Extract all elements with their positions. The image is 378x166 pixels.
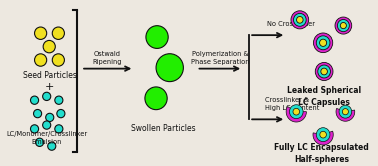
Polygon shape	[336, 108, 355, 121]
Ellipse shape	[320, 131, 327, 138]
Text: No Crosslinker: No Crosslinker	[267, 21, 315, 27]
Ellipse shape	[293, 108, 300, 115]
Ellipse shape	[34, 54, 47, 66]
Ellipse shape	[156, 54, 183, 82]
Text: Polymerization &
Phase Separation: Polymerization & Phase Separation	[191, 51, 249, 65]
Ellipse shape	[339, 105, 352, 118]
Ellipse shape	[52, 54, 64, 66]
Ellipse shape	[31, 125, 39, 133]
Text: +: +	[45, 82, 54, 92]
Ellipse shape	[340, 22, 346, 29]
Ellipse shape	[43, 92, 51, 100]
Text: Swollen Particles: Swollen Particles	[131, 124, 195, 133]
Text: Crosslinker &
High LC Content: Crosslinker & High LC Content	[265, 97, 320, 111]
Ellipse shape	[293, 13, 306, 26]
Ellipse shape	[316, 128, 330, 142]
Ellipse shape	[46, 113, 54, 122]
Ellipse shape	[316, 36, 330, 50]
Text: LC/Monomer/Crosslinker
Emulsion: LC/Monomer/Crosslinker Emulsion	[6, 131, 87, 145]
Ellipse shape	[335, 17, 352, 34]
Ellipse shape	[55, 96, 63, 104]
Ellipse shape	[34, 27, 47, 40]
Polygon shape	[286, 107, 307, 122]
Ellipse shape	[43, 121, 51, 129]
Text: Leaked Spherical
LC Capsules: Leaked Spherical LC Capsules	[287, 86, 361, 107]
Ellipse shape	[48, 142, 56, 150]
Ellipse shape	[146, 26, 168, 48]
Text: Seed Particles: Seed Particles	[23, 71, 77, 80]
Ellipse shape	[36, 138, 44, 146]
Ellipse shape	[52, 27, 64, 40]
Ellipse shape	[315, 62, 333, 81]
Ellipse shape	[296, 16, 303, 23]
Ellipse shape	[34, 109, 42, 118]
Ellipse shape	[290, 105, 303, 119]
Polygon shape	[313, 131, 333, 145]
Ellipse shape	[319, 39, 327, 46]
Ellipse shape	[338, 19, 349, 32]
Ellipse shape	[313, 33, 333, 53]
Ellipse shape	[31, 96, 39, 104]
Ellipse shape	[318, 65, 330, 78]
Text: Ostwald
Ripening: Ostwald Ripening	[93, 51, 122, 65]
Ellipse shape	[291, 11, 309, 29]
Ellipse shape	[145, 87, 167, 110]
Ellipse shape	[43, 41, 55, 53]
Ellipse shape	[342, 109, 349, 115]
Ellipse shape	[57, 109, 65, 118]
Text: Fully LC Encapsulated
Half-spheres: Fully LC Encapsulated Half-spheres	[274, 143, 369, 164]
Ellipse shape	[55, 125, 63, 133]
Ellipse shape	[321, 68, 327, 75]
